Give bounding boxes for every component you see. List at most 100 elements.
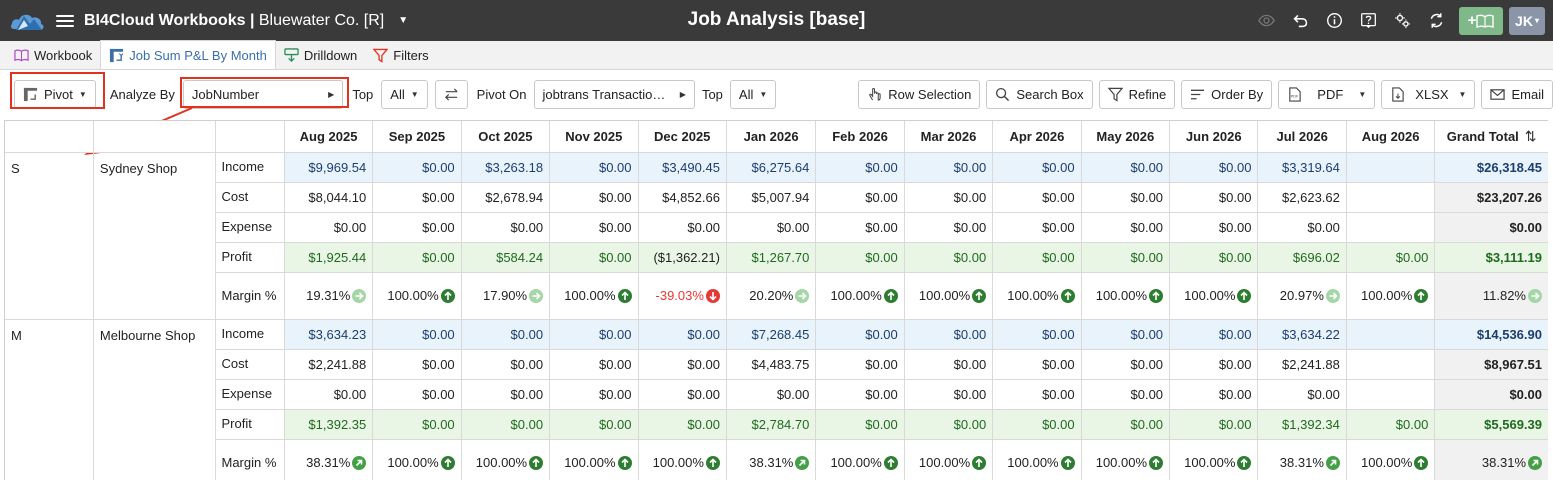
value-cell[interactable]: 100.00% bbox=[904, 272, 994, 320]
value-cell[interactable]: $0.00 bbox=[372, 409, 462, 440]
value-cell[interactable] bbox=[1346, 152, 1436, 183]
value-cell[interactable]: $5,007.94 bbox=[726, 182, 817, 213]
analyze-by-select[interactable]: JobNumber ▶ bbox=[182, 79, 344, 109]
value-cell[interactable]: $0.00 bbox=[549, 182, 639, 213]
grand-total-cell[interactable]: $5,569.39 bbox=[1434, 409, 1548, 440]
tab-drilldown[interactable]: Drilldown bbox=[276, 41, 365, 69]
tab-workbook[interactable]: Workbook bbox=[6, 41, 100, 69]
value-cell[interactable]: $0.00 bbox=[1257, 212, 1347, 243]
column-header[interactable]: Apr 2026 bbox=[992, 121, 1082, 153]
order-by-button[interactable]: Order By bbox=[1181, 79, 1273, 109]
value-cell[interactable]: $0.00 bbox=[372, 319, 462, 350]
value-cell[interactable]: $0.00 bbox=[549, 319, 639, 350]
value-cell[interactable]: $2,241.88 bbox=[1257, 349, 1347, 380]
value-cell[interactable]: $0.00 bbox=[372, 242, 462, 273]
value-cell[interactable]: $0.00 bbox=[815, 212, 905, 243]
value-cell[interactable]: $0.00 bbox=[904, 212, 994, 243]
value-cell[interactable]: $0.00 bbox=[904, 152, 994, 183]
value-cell[interactable]: 100.00% bbox=[992, 272, 1082, 320]
value-cell[interactable]: -39.03% bbox=[638, 272, 727, 320]
value-cell[interactable]: $0.00 bbox=[638, 409, 727, 440]
value-cell[interactable]: $0.00 bbox=[461, 379, 551, 410]
value-cell[interactable]: 100.00% bbox=[372, 439, 462, 480]
value-cell[interactable]: $2,784.70 bbox=[726, 409, 817, 440]
grand-total-cell[interactable]: $0.00 bbox=[1434, 212, 1548, 243]
value-cell[interactable]: $0.00 bbox=[549, 379, 639, 410]
value-cell[interactable]: $0.00 bbox=[1081, 212, 1171, 243]
email-button[interactable]: Email bbox=[1481, 79, 1553, 109]
value-cell[interactable]: 100.00% bbox=[372, 272, 462, 320]
help-icon[interactable] bbox=[1351, 6, 1385, 36]
column-header[interactable]: Jun 2026 bbox=[1169, 121, 1259, 153]
top-select-1[interactable]: All ▼ bbox=[381, 79, 428, 109]
value-cell[interactable]: $0.00 bbox=[1081, 349, 1171, 380]
value-cell[interactable]: $0.00 bbox=[904, 349, 994, 380]
value-cell[interactable]: $0.00 bbox=[992, 212, 1082, 243]
grand-total-cell[interactable]: 38.31% bbox=[1434, 439, 1548, 480]
value-cell[interactable]: 100.00% bbox=[992, 439, 1082, 480]
value-cell[interactable]: $0.00 bbox=[1169, 349, 1259, 380]
grand-total-cell[interactable]: $3,111.19 bbox=[1434, 242, 1548, 273]
pivot-button[interactable]: Pivot ▼ bbox=[14, 79, 96, 109]
value-cell[interactable]: $0.00 bbox=[372, 182, 462, 213]
swap-button[interactable] bbox=[434, 79, 468, 109]
user-avatar[interactable]: JK ▾ bbox=[1509, 6, 1545, 35]
group-code-cell[interactable]: S bbox=[5, 152, 94, 320]
column-header[interactable]: Jan 2026 bbox=[726, 121, 817, 153]
company-dropdown-icon[interactable]: ▼ bbox=[398, 15, 409, 26]
value-cell[interactable]: $0.00 bbox=[1169, 152, 1259, 183]
value-cell[interactable]: $4,483.75 bbox=[726, 349, 817, 380]
value-cell[interactable]: 19.31% bbox=[284, 272, 374, 320]
column-header[interactable]: Aug 2026 bbox=[1346, 121, 1436, 153]
value-cell[interactable]: $3,490.45 bbox=[638, 152, 727, 183]
value-cell[interactable]: $9,969.54 bbox=[284, 152, 374, 183]
value-cell[interactable]: 100.00% bbox=[1169, 439, 1259, 480]
value-cell[interactable]: $0.00 bbox=[1081, 319, 1171, 350]
value-cell[interactable]: $0.00 bbox=[1081, 182, 1171, 213]
value-cell[interactable]: $0.00 bbox=[1346, 242, 1436, 273]
value-cell[interactable]: 17.90% bbox=[461, 272, 551, 320]
value-cell[interactable]: $0.00 bbox=[1081, 409, 1171, 440]
value-cell[interactable]: $0.00 bbox=[904, 182, 994, 213]
value-cell[interactable]: 100.00% bbox=[1346, 439, 1436, 480]
value-cell[interactable]: $0.00 bbox=[461, 212, 551, 243]
group-code-cell[interactable]: M bbox=[5, 319, 94, 480]
value-cell[interactable]: $0.00 bbox=[1169, 379, 1259, 410]
value-cell[interactable]: $0.00 bbox=[904, 409, 994, 440]
value-cell[interactable]: $0.00 bbox=[1346, 409, 1436, 440]
value-cell[interactable]: $0.00 bbox=[638, 212, 727, 243]
value-cell[interactable]: $3,319.64 bbox=[1257, 152, 1347, 183]
grand-total-cell[interactable]: $8,967.51 bbox=[1434, 349, 1548, 380]
value-cell[interactable]: 38.31% bbox=[726, 439, 817, 480]
value-cell[interactable]: $3,634.23 bbox=[284, 319, 374, 350]
menu-icon[interactable] bbox=[56, 14, 74, 27]
value-cell[interactable]: $1,267.70 bbox=[726, 242, 817, 273]
grand-total-cell[interactable]: $14,536.90 bbox=[1434, 319, 1548, 350]
value-cell[interactable] bbox=[1346, 379, 1436, 410]
value-cell[interactable]: $3,634.22 bbox=[1257, 319, 1347, 350]
value-cell[interactable]: $2,241.88 bbox=[284, 349, 374, 380]
value-cell[interactable]: 20.20% bbox=[726, 272, 817, 320]
refine-button[interactable]: Refine bbox=[1098, 79, 1176, 109]
value-cell[interactable] bbox=[1346, 319, 1436, 350]
value-cell[interactable]: $0.00 bbox=[1081, 379, 1171, 410]
value-cell[interactable]: 20.97% bbox=[1257, 272, 1347, 320]
column-header[interactable]: Sep 2025 bbox=[372, 121, 462, 153]
value-cell[interactable]: $0.00 bbox=[992, 319, 1082, 350]
value-cell[interactable]: $0.00 bbox=[638, 349, 727, 380]
value-cell[interactable]: $0.00 bbox=[1169, 409, 1259, 440]
undo-icon[interactable] bbox=[1283, 6, 1317, 36]
value-cell[interactable]: $0.00 bbox=[638, 319, 727, 350]
value-cell[interactable] bbox=[1346, 212, 1436, 243]
value-cell[interactable]: $0.00 bbox=[1169, 212, 1259, 243]
value-cell[interactable]: $0.00 bbox=[992, 409, 1082, 440]
value-cell[interactable] bbox=[1346, 182, 1436, 213]
value-cell[interactable]: $0.00 bbox=[726, 379, 817, 410]
value-cell[interactable]: 100.00% bbox=[638, 439, 727, 480]
value-cell[interactable]: $696.02 bbox=[1257, 242, 1347, 273]
grand-total-cell[interactable]: $26,318.45 bbox=[1434, 152, 1548, 183]
row-selection-button[interactable]: Row Selection bbox=[858, 79, 981, 109]
value-cell[interactable]: ($1,362.21) bbox=[638, 242, 727, 273]
column-header[interactable]: Mar 2026 bbox=[904, 121, 994, 153]
column-header[interactable]: Nov 2025 bbox=[549, 121, 639, 153]
